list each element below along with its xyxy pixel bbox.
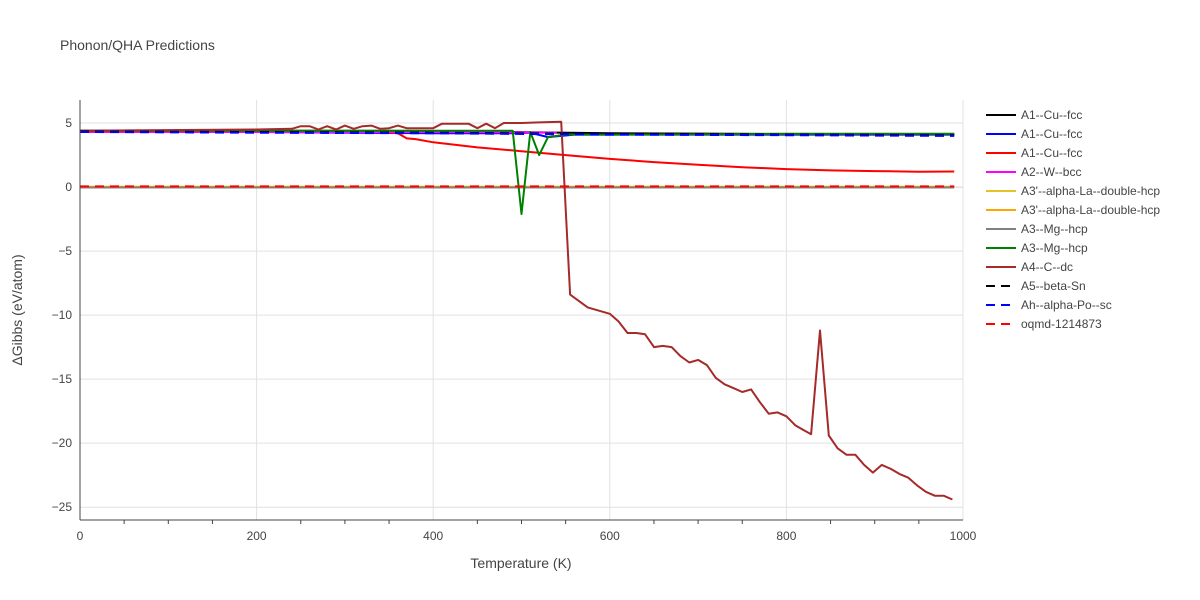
legend-label: A5--beta-Sn xyxy=(1021,279,1086,293)
legend-label: A1--Cu--fcc xyxy=(1021,127,1082,141)
x-axis-title: Temperature (K) xyxy=(470,555,571,571)
y-axis-title: ΔGibbs (eV/atom) xyxy=(9,254,25,365)
plot-area xyxy=(79,120,955,501)
x-tick-label: 400 xyxy=(423,529,443,543)
legend-label: A1--Cu--fcc xyxy=(1021,108,1082,122)
series-line-8 xyxy=(79,120,953,501)
y-tick-label: −10 xyxy=(52,308,73,322)
y-tick-label: −15 xyxy=(52,372,73,386)
legend-label: A2--W--bcc xyxy=(1021,165,1081,179)
legend-item[interactable]: oqmd-1214873 xyxy=(986,317,1102,331)
y-tick-label: −25 xyxy=(52,500,73,514)
x-tick-label: 0 xyxy=(77,529,84,543)
y-tick-label: −20 xyxy=(52,436,73,450)
y-tick-label: 0 xyxy=(65,180,72,194)
legend-item[interactable]: A5--beta-Sn xyxy=(986,279,1086,293)
legend-item[interactable]: A2--W--bcc xyxy=(986,165,1081,179)
legend-label: oqmd-1214873 xyxy=(1021,317,1102,331)
legend-label: A3--Mg--hcp xyxy=(1021,241,1088,255)
series-line-3 xyxy=(80,131,557,134)
legend-item[interactable]: Ah--alpha-Po--sc xyxy=(986,298,1112,312)
legend-item[interactable]: A1--Cu--fcc xyxy=(986,127,1082,141)
legend-label: A3--Mg--hcp xyxy=(1021,222,1088,236)
legend-label: A3'--alpha-La--double-hcp xyxy=(1021,203,1160,217)
legend-label: A1--Cu--fcc xyxy=(1021,146,1082,160)
legend-label: Ah--alpha-Po--sc xyxy=(1021,298,1112,312)
legend-label: A4--C--dc xyxy=(1021,260,1073,274)
legend-label: A3'--alpha-La--double-hcp xyxy=(1021,184,1160,198)
legend-item[interactable]: A1--Cu--fcc xyxy=(986,146,1082,160)
x-tick-label: 800 xyxy=(776,529,796,543)
axes: 0 200 400 600 800 1000 −25 −20 −15 −10 −5 0 5 xyxy=(52,100,977,543)
x-tick-label: 1000 xyxy=(950,529,977,543)
legend[interactable]: A1--Cu--fcc A1--Cu--fcc A1--Cu--fcc A2--W--… xyxy=(986,108,1160,331)
series-line-7 xyxy=(80,129,955,215)
legend-item[interactable]: A3--Mg--hcp xyxy=(986,222,1088,236)
legend-item[interactable]: A3--Mg--hcp xyxy=(986,241,1088,255)
grid xyxy=(80,100,964,520)
series-line-10 xyxy=(79,131,955,137)
y-tick-label: −5 xyxy=(58,244,72,258)
legend-item[interactable]: A3'--alpha-La--double-hcp xyxy=(986,184,1160,198)
x-tick-label: 600 xyxy=(600,529,620,543)
legend-item[interactable]: A4--C--dc xyxy=(986,260,1073,274)
y-tick-label: 5 xyxy=(65,116,72,130)
legend-item[interactable]: A1--Cu--fcc xyxy=(986,108,1082,122)
x-tick-label: 200 xyxy=(247,529,267,543)
legend-item[interactable]: A3'--alpha-La--double-hcp xyxy=(986,203,1160,217)
chart-title: Phonon/QHA Predictions xyxy=(60,37,215,53)
